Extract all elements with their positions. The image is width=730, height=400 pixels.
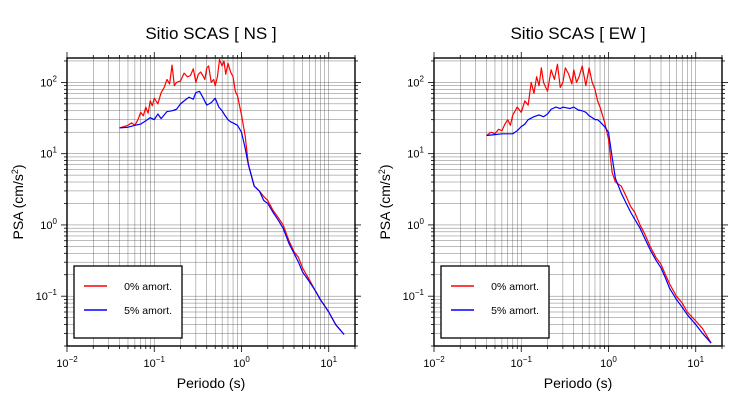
x-tick-label: 10−2	[56, 355, 78, 370]
plot-frame	[433, 57, 723, 347]
legend-label-1: 5% amort.	[124, 305, 172, 317]
legend-box	[440, 265, 550, 339]
x-tick-label: 100	[600, 355, 617, 370]
x-tick-label: 10−1	[511, 355, 533, 370]
y-tick-label: 101	[407, 146, 424, 161]
x-tick-label: 10−2	[423, 355, 445, 370]
x-axis-label: Periodo (s)	[177, 375, 245, 391]
chart-panel-0: 10−2 10−1 100 101 10−1 100 101 102 Sitio SCAS [ …	[10, 24, 361, 391]
chart-panel-1: 10−2 10−1 100 101 10−1 100 101 102 Sitio SCAS [ …	[377, 24, 728, 391]
y-tick-label: 101	[40, 146, 57, 161]
chart-title: Sitio SCAS [ EW ]	[510, 24, 645, 43]
y-tick-label: 102	[407, 74, 424, 89]
x-tick-label: 101	[320, 355, 337, 370]
y-tick-label: 100	[407, 217, 424, 232]
series-line-0	[119, 58, 345, 335]
series-line-0	[486, 63, 712, 344]
legend-label-0: 0% amort.	[491, 281, 539, 293]
legend-label-1: 5% amort.	[491, 305, 539, 317]
legend-box	[73, 265, 183, 339]
series-line-1	[119, 90, 345, 335]
plot-frame	[66, 57, 356, 347]
y-axis-label: PSA (cm/s2)	[10, 164, 26, 239]
x-tick-label: 100	[233, 355, 250, 370]
legend-label-0: 0% amort.	[124, 281, 172, 293]
x-tick-label: 101	[687, 355, 704, 370]
y-axis-label: PSA (cm/s2)	[377, 164, 393, 239]
x-axis-label: Periodo (s)	[544, 375, 612, 391]
y-tick-label: 100	[40, 217, 57, 232]
y-tick-label: 10−1	[36, 288, 58, 303]
legend: 0% amort. 5% amort.	[73, 265, 183, 339]
y-tick-label: 102	[40, 74, 57, 89]
x-tick-label: 10−1	[144, 355, 166, 370]
series-line-1	[486, 106, 712, 344]
y-tick-label: 10−1	[403, 288, 425, 303]
chart-title: Sitio SCAS [ NS ]	[145, 24, 276, 43]
legend: 0% amort. 5% amort.	[440, 265, 550, 339]
